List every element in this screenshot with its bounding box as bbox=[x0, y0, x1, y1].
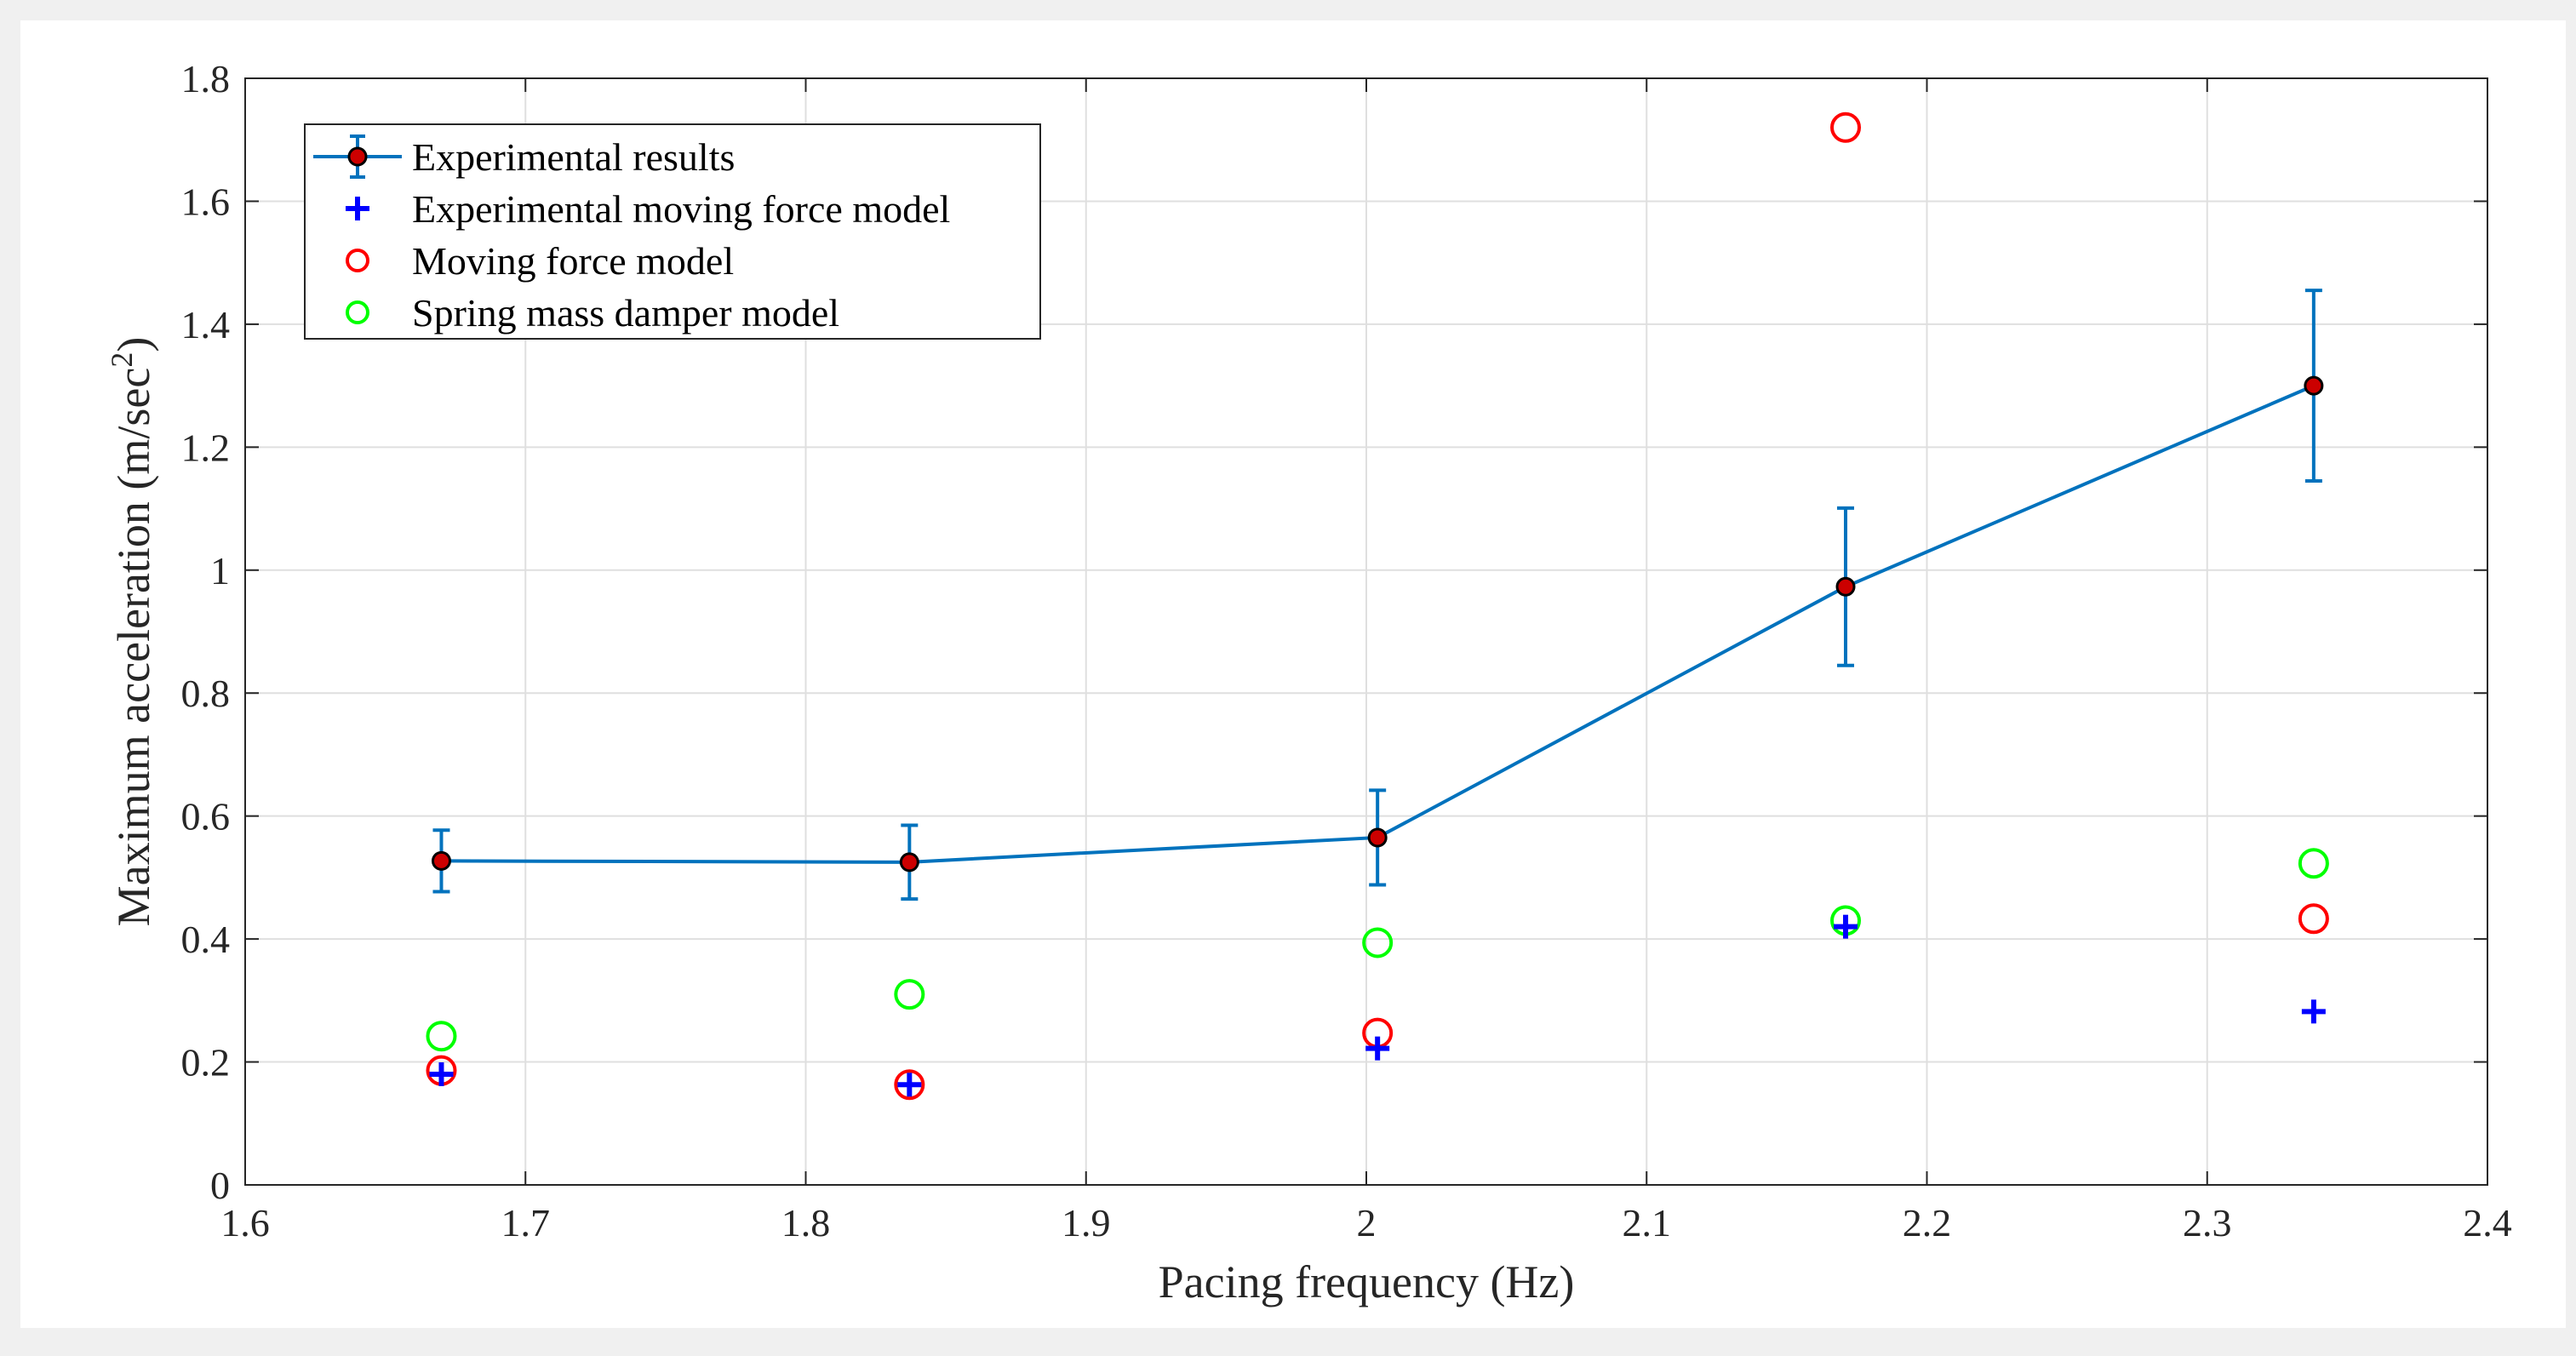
spring-mass-damper-point bbox=[426, 1021, 457, 1052]
experimental-results-point bbox=[1835, 576, 1856, 597]
legend-plus-icon bbox=[346, 197, 369, 220]
axis-ticks: 1.6 1.7 1.8 1.9 2 2.1 2.2 2.3 2.4 0 0.2 0.4 0.6 0.8 1 1… bbox=[181, 57, 2512, 1244]
y-tick-label: 1 bbox=[210, 549, 230, 592]
moving-force-point bbox=[894, 1069, 925, 1101]
y-tick-label: 0.8 bbox=[181, 672, 231, 715]
legend: Experimental results Experimental moving … bbox=[304, 123, 1041, 340]
experimental-results-point bbox=[1367, 827, 1388, 848]
series-1 bbox=[429, 914, 2326, 1097]
plot-area bbox=[426, 112, 2329, 1101]
spring-mass-damper-point bbox=[2298, 848, 2329, 879]
legend-entry: Experimental results bbox=[313, 134, 735, 179]
legend-box bbox=[304, 123, 1041, 340]
x-tick-label: 2.4 bbox=[2463, 1201, 2512, 1244]
experimental-results-point bbox=[2304, 375, 2324, 396]
x-tick-label: 1.6 bbox=[220, 1201, 270, 1244]
legend-label: Moving force model bbox=[412, 239, 734, 283]
legend-dot-icon bbox=[347, 146, 368, 167]
x-tick-label: 2.1 bbox=[1623, 1201, 1672, 1244]
experimental-moving-force-point bbox=[897, 1073, 922, 1097]
series-0 bbox=[431, 289, 2324, 901]
x-tick-label: 1.7 bbox=[501, 1201, 551, 1244]
experimental-moving-force-point bbox=[1365, 1036, 1390, 1061]
x-tick-label: 1.8 bbox=[781, 1201, 831, 1244]
y-tick-label: 0 bbox=[210, 1164, 230, 1207]
experimental-results-point bbox=[899, 852, 919, 873]
spring-mass-damper-point bbox=[1362, 927, 1394, 958]
x-tick-label: 2.3 bbox=[2183, 1201, 2232, 1244]
moving-force-point bbox=[1830, 112, 1862, 143]
x-tick-label: 2.2 bbox=[1903, 1201, 1952, 1244]
legend-entry: Moving force model bbox=[346, 239, 734, 283]
x-tick-label: 1.9 bbox=[1062, 1201, 1111, 1244]
spring-mass-damper-point bbox=[894, 979, 925, 1010]
experimental-results-point bbox=[431, 850, 451, 871]
legend-entry: Spring mass damper model bbox=[346, 291, 839, 335]
y-axis-title-superscript: 2 bbox=[105, 352, 139, 368]
moving-force-point bbox=[2298, 903, 2329, 935]
legend-label: Experimental moving force model bbox=[412, 187, 950, 231]
y-tick-label: 1.4 bbox=[181, 303, 231, 346]
legend-circle-icon bbox=[346, 249, 369, 272]
legend-label: Experimental results bbox=[412, 135, 735, 179]
y-axis-title-close: ) bbox=[108, 337, 159, 352]
y-tick-label: 0.6 bbox=[181, 795, 231, 838]
y-axis-title-main: Maximum acceleration (m/sec bbox=[108, 368, 159, 927]
legend-circle-icon bbox=[346, 300, 369, 324]
y-tick-label: 1.8 bbox=[181, 57, 231, 100]
legend-label: Spring mass damper model bbox=[412, 291, 839, 335]
y-tick-label: 0.4 bbox=[181, 918, 231, 961]
experimental-moving-force-point bbox=[2301, 999, 2326, 1024]
x-axis-title: Pacing frequency (Hz) bbox=[1159, 1256, 1575, 1307]
y-tick-label: 1.6 bbox=[181, 180, 231, 223]
experimental-moving-force-point bbox=[429, 1062, 454, 1086]
y-tick-label: 1.2 bbox=[181, 426, 231, 469]
legend-entry: Experimental moving force model bbox=[346, 187, 950, 231]
x-tick-label: 2 bbox=[1357, 1201, 1377, 1244]
experimental-moving-force-point bbox=[1834, 914, 1858, 939]
y-tick-label: 0.2 bbox=[181, 1041, 231, 1084]
y-axis-title: Maximum acceleration (m/sec2) bbox=[105, 337, 159, 927]
